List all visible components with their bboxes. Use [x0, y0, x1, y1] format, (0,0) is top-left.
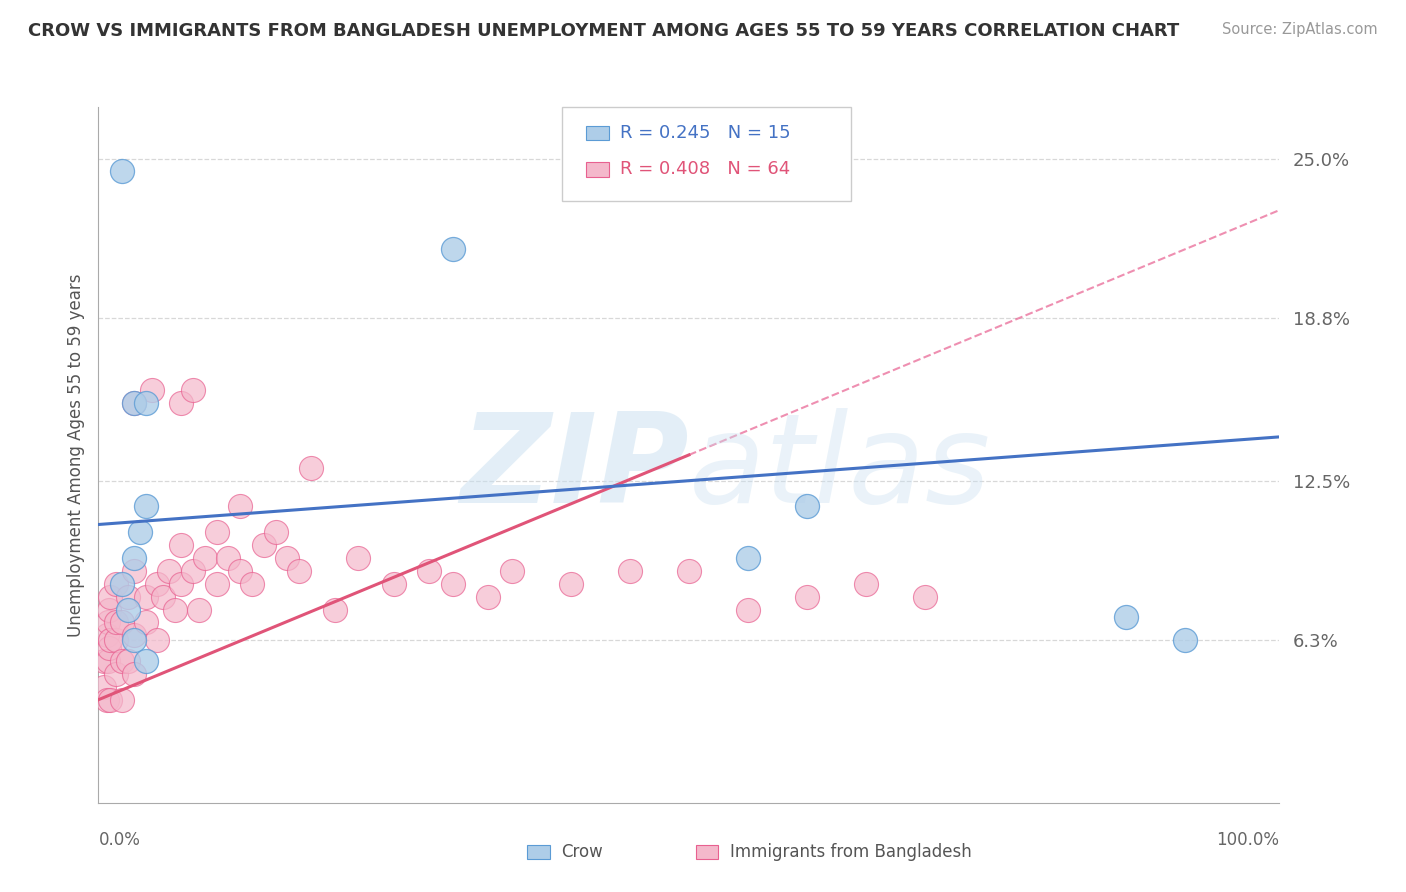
- Point: [111, 615, 134, 630]
- Point: [135, 396, 157, 410]
- Point: [111, 164, 134, 178]
- Point: [418, 564, 440, 578]
- Point: [111, 576, 134, 591]
- Point: [796, 500, 818, 514]
- Point: [93, 680, 115, 694]
- Point: [128, 525, 150, 540]
- Point: [619, 564, 641, 578]
- Y-axis label: Unemployment Among Ages 55 to 59 years: Unemployment Among Ages 55 to 59 years: [66, 273, 84, 637]
- Point: [1115, 610, 1137, 624]
- Point: [141, 384, 163, 398]
- Point: [205, 576, 228, 591]
- Point: [796, 590, 818, 604]
- Point: [111, 692, 134, 706]
- Point: [441, 576, 464, 591]
- Point: [105, 576, 128, 591]
- Point: [678, 564, 700, 578]
- Point: [122, 633, 145, 648]
- Point: [347, 551, 370, 566]
- Point: [122, 564, 145, 578]
- Point: [205, 525, 228, 540]
- Text: 100.0%: 100.0%: [1216, 830, 1279, 848]
- Point: [96, 692, 118, 706]
- Point: [98, 590, 121, 604]
- Point: [146, 633, 169, 648]
- Point: [111, 654, 134, 668]
- Point: [187, 602, 209, 616]
- Point: [135, 654, 157, 668]
- Point: [135, 615, 157, 630]
- Point: [737, 551, 759, 566]
- Point: [96, 628, 118, 642]
- Point: [122, 551, 145, 566]
- Point: [501, 564, 523, 578]
- Point: [170, 396, 193, 410]
- Point: [288, 564, 311, 578]
- Point: [253, 538, 276, 552]
- Point: [93, 654, 115, 668]
- Point: [98, 602, 121, 616]
- Point: [382, 576, 405, 591]
- Point: [276, 551, 298, 566]
- Point: [240, 576, 263, 591]
- Point: [135, 500, 157, 514]
- Text: R = 0.408   N = 64: R = 0.408 N = 64: [620, 161, 790, 178]
- Point: [737, 602, 759, 616]
- Point: [97, 615, 120, 630]
- Point: [1174, 633, 1197, 648]
- Text: Immigrants from Bangladesh: Immigrants from Bangladesh: [730, 843, 972, 861]
- Point: [152, 590, 174, 604]
- Point: [560, 576, 582, 591]
- Point: [117, 602, 139, 616]
- Point: [170, 576, 193, 591]
- Point: [105, 667, 128, 681]
- Point: [170, 538, 193, 552]
- Point: [181, 564, 204, 578]
- Point: [914, 590, 936, 604]
- Point: [264, 525, 287, 540]
- Point: [98, 692, 121, 706]
- Point: [194, 551, 217, 566]
- Point: [165, 602, 187, 616]
- Point: [117, 590, 139, 604]
- Point: [105, 615, 128, 630]
- Point: [122, 628, 145, 642]
- Point: [229, 500, 252, 514]
- Point: [146, 576, 169, 591]
- Point: [229, 564, 252, 578]
- Text: atlas: atlas: [689, 409, 991, 529]
- Text: Crow: Crow: [561, 843, 603, 861]
- Point: [98, 641, 121, 656]
- Point: [323, 602, 346, 616]
- Text: CROW VS IMMIGRANTS FROM BANGLADESH UNEMPLOYMENT AMONG AGES 55 TO 59 YEARS CORREL: CROW VS IMMIGRANTS FROM BANGLADESH UNEMP…: [28, 22, 1180, 40]
- Point: [98, 633, 121, 648]
- Text: ZIP: ZIP: [460, 409, 689, 529]
- Text: R = 0.245   N = 15: R = 0.245 N = 15: [620, 124, 790, 142]
- Point: [217, 551, 239, 566]
- Text: Source: ZipAtlas.com: Source: ZipAtlas.com: [1222, 22, 1378, 37]
- Point: [117, 654, 139, 668]
- Point: [157, 564, 180, 578]
- Point: [855, 576, 877, 591]
- Point: [97, 654, 120, 668]
- Point: [477, 590, 499, 604]
- Point: [122, 396, 145, 410]
- Point: [135, 590, 157, 604]
- Text: 0.0%: 0.0%: [98, 830, 141, 848]
- Point: [105, 633, 128, 648]
- Point: [441, 242, 464, 256]
- Point: [122, 396, 145, 410]
- Point: [181, 384, 204, 398]
- Point: [299, 460, 322, 475]
- Point: [122, 667, 145, 681]
